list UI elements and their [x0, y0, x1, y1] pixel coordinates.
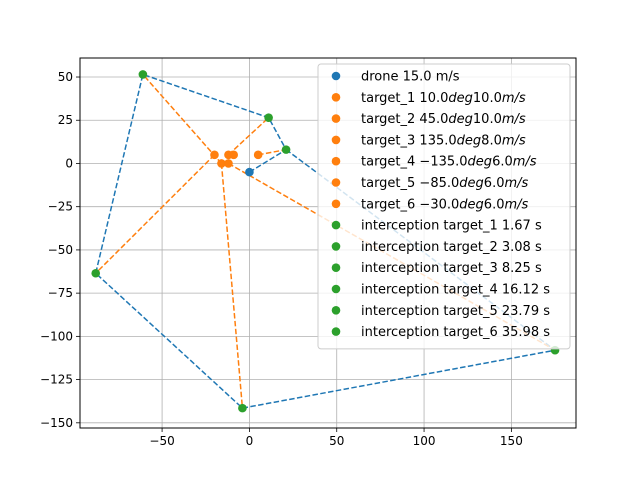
y-tick-label: −100: [40, 329, 73, 343]
y-tick-label: −75: [48, 286, 73, 300]
y-tick-label: −25: [48, 200, 73, 214]
legend-label: target_6 −30.0deg6.0m/s: [361, 197, 529, 212]
axes-frame: [79, 57, 577, 429]
y-tick-label: −150: [40, 416, 73, 430]
legend-marker: [331, 284, 341, 294]
data-point: [91, 268, 101, 278]
target-path-line: [220, 163, 244, 409]
legend-label: interception target_2 3.08 s: [361, 240, 542, 255]
legend-marker: [331, 220, 341, 230]
y-tick-label: 0: [65, 156, 73, 170]
data-point: [229, 150, 238, 160]
legend-label: drone 15.0 m/s: [361, 70, 460, 85]
legend-label: target_1 10.0deg10.0m/s: [361, 91, 526, 106]
legend-box: [317, 63, 571, 350]
data-point: [245, 167, 254, 177]
data-point: [138, 70, 148, 79]
x-tick-label: 0: [246, 434, 254, 448]
legend-label: interception target_6 35.98 s: [361, 325, 550, 340]
legend-marker: [331, 263, 341, 273]
legend-marker: [331, 93, 341, 102]
data-point: [264, 113, 273, 122]
legend-marker: [331, 114, 341, 123]
data-point: [281, 145, 291, 154]
legend-label: target_5 −85.0deg6.0m/s: [361, 176, 529, 191]
data-point: [210, 150, 219, 160]
legend-marker: [331, 156, 341, 166]
legend-marker: [331, 135, 341, 145]
data-point: [253, 150, 263, 160]
legend-marker: [331, 327, 341, 336]
legend-marker: [331, 242, 341, 251]
y-tick-label: −50: [48, 243, 73, 257]
target-path-line: [95, 154, 216, 274]
drone-path: [94, 73, 557, 409]
legend-label: interception target_5 23.79 s: [361, 304, 550, 319]
y-tick-label: −125: [40, 373, 73, 387]
target-path-line: [258, 148, 287, 156]
legend-marker: [331, 178, 341, 187]
x-ticks: −50 0 50 100 150: [149, 428, 523, 448]
drone-path-line: [94, 73, 557, 409]
legend-label: target_3 135.0deg8.0m/s: [361, 133, 526, 148]
legend-label: interception target_3 8.25 s: [361, 261, 542, 276]
legend-marker: [331, 306, 341, 315]
legend-label: target_2 45.0deg10.0m/s: [361, 112, 526, 127]
target-path-line: [227, 117, 270, 156]
y-ticks: 50 25 0 −25 −50 −75 −100 −125 −150: [40, 70, 80, 430]
data-point: [224, 159, 233, 168]
data-points: [91, 70, 560, 413]
x-tick-label: 50: [329, 434, 344, 448]
legend-label: interception target_1 1.67 s: [361, 219, 542, 234]
y-tick-label: 25: [58, 113, 73, 127]
data-point: [238, 403, 247, 413]
x-tick-label: 100: [413, 434, 436, 448]
x-tick-label: 150: [500, 434, 523, 448]
legend: drone 15.0 m/s target_1 10.0deg10.0m/s tar…: [317, 63, 571, 350]
x-tick-label: −50: [149, 434, 174, 448]
data-point: [217, 159, 226, 168]
y-tick-label: 50: [58, 70, 73, 84]
legend-label: interception target_4 16.12 s: [361, 283, 550, 298]
target-path-line: [142, 73, 223, 164]
legend-label: target_4 −135.0deg6.0m/s: [361, 155, 537, 170]
legend-marker: [331, 199, 341, 209]
legend-marker: [331, 71, 341, 81]
